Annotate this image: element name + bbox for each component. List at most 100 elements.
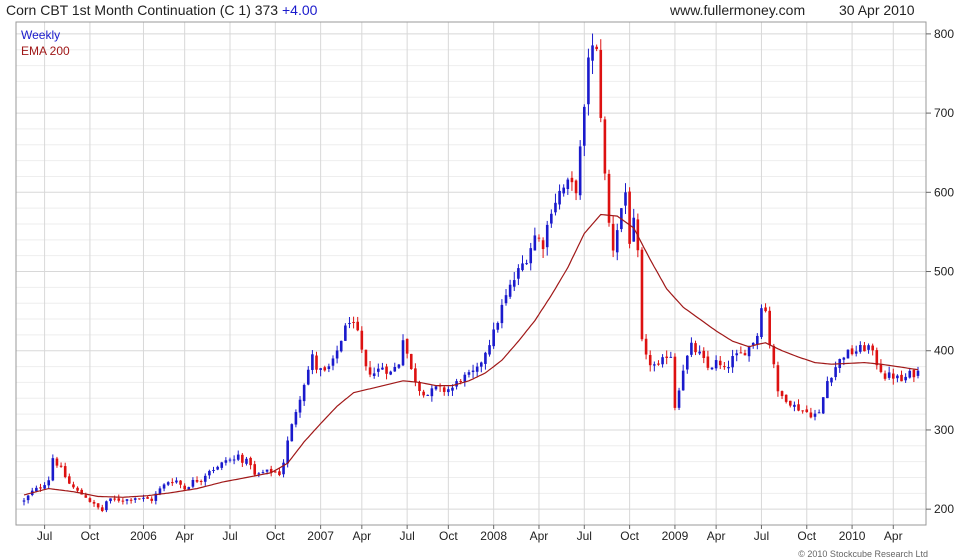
candle-body: [257, 473, 261, 475]
x-tick-label: 2009: [662, 529, 689, 543]
candle-body: [245, 458, 248, 464]
candle: [43, 482, 46, 491]
candle: [426, 394, 430, 396]
candle-body: [451, 387, 454, 391]
candle: [245, 456, 248, 466]
candle: [776, 361, 780, 397]
x-tick-label: Jul: [222, 529, 237, 543]
candle-body: [570, 177, 574, 183]
candle: [896, 374, 899, 383]
candle: [302, 383, 306, 406]
ema-200-line: [23, 213, 919, 498]
candle: [306, 366, 310, 386]
candle: [512, 272, 516, 291]
candle: [657, 360, 660, 366]
candle-body: [265, 469, 269, 472]
candle: [55, 456, 59, 468]
candle: [545, 220, 549, 256]
candle-body: [418, 382, 421, 392]
y-tick-label: 500: [934, 265, 954, 279]
candle: [385, 363, 388, 380]
candle: [891, 368, 895, 385]
candle-body: [105, 501, 108, 511]
candle-body: [595, 46, 598, 50]
price-change: +4.00: [282, 2, 318, 18]
candle: [418, 380, 421, 396]
candle: [269, 465, 273, 477]
candle-body: [364, 349, 368, 367]
candle-body: [599, 49, 603, 118]
candle-body: [657, 363, 660, 365]
candle-body: [706, 356, 710, 368]
candle-body: [100, 507, 104, 512]
candle: [673, 353, 677, 411]
candle-body: [302, 384, 306, 402]
candle-body: [496, 323, 500, 330]
candle: [793, 401, 796, 412]
candle: [912, 369, 916, 383]
candle: [96, 503, 100, 510]
candle-body: [698, 351, 701, 354]
candle-body: [504, 295, 508, 304]
candle: [109, 498, 112, 504]
candle-body: [171, 482, 174, 484]
x-tick-label: 2007: [307, 529, 334, 543]
candle: [554, 193, 557, 216]
candle: [430, 385, 434, 402]
candle: [22, 498, 26, 506]
candle: [442, 385, 446, 396]
candle: [121, 498, 125, 505]
candle: [690, 337, 693, 358]
candle-body: [154, 493, 158, 501]
candle-body: [430, 388, 434, 397]
candle: [706, 350, 710, 371]
candle-body: [859, 344, 862, 352]
candle: [463, 372, 467, 387]
y-axis: 200 300 400 500 600 700 800: [926, 27, 954, 516]
candle-body: [760, 308, 763, 338]
candle: [166, 481, 170, 487]
candle-body: [879, 364, 883, 372]
candle: [900, 370, 903, 382]
candle-body: [327, 366, 331, 370]
x-tick-label: Oct: [439, 529, 458, 543]
candle-body: [228, 459, 232, 461]
candle: [92, 499, 96, 507]
candle: [661, 354, 664, 368]
candle: [63, 462, 67, 479]
candle-body: [183, 485, 186, 490]
candle-body: [356, 321, 360, 331]
candle-body: [294, 412, 298, 425]
candle-body: [220, 462, 224, 468]
candle-body: [718, 360, 722, 366]
candle: [566, 177, 570, 195]
candle-body: [850, 348, 854, 355]
candle: [731, 349, 734, 373]
candle: [669, 351, 673, 358]
source-site: www.fullermoney.com: [670, 2, 806, 18]
candle-body: [179, 480, 182, 485]
candle: [105, 500, 108, 513]
candle: [208, 469, 211, 479]
candle: [599, 39, 603, 123]
candle-body: [673, 356, 677, 408]
candle: [319, 367, 322, 377]
candle: [916, 366, 920, 379]
candle-body: [694, 343, 697, 353]
candle-body: [146, 497, 149, 499]
candle: [850, 345, 854, 356]
x-tick-label: Jul: [399, 529, 414, 543]
candle-body: [776, 365, 780, 392]
candle-body: [208, 470, 211, 476]
candle-body: [830, 377, 833, 383]
candle-body: [479, 362, 483, 367]
candle-body: [121, 500, 125, 502]
candle-body: [393, 366, 397, 372]
x-tick-label: Oct: [266, 529, 285, 543]
candle-body: [414, 368, 417, 383]
candle-body: [805, 409, 809, 413]
candle-body: [512, 280, 516, 287]
candle: [595, 44, 598, 52]
candle-body: [133, 498, 137, 500]
y-tick-label: 300: [934, 423, 954, 437]
